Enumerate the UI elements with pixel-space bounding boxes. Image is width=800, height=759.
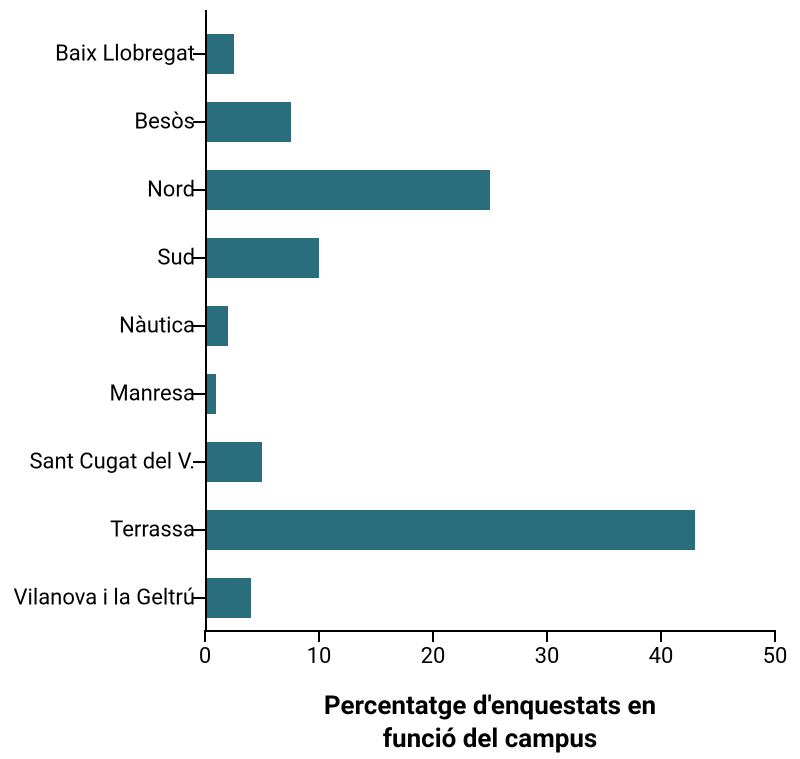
y-label: Sud (0, 246, 195, 271)
y-label: Vilanova i la Geltrú (0, 586, 195, 611)
bar (205, 510, 695, 550)
x-tick-label: 50 (763, 644, 788, 669)
x-tick (546, 630, 548, 642)
x-tick-label: 30 (535, 644, 560, 669)
y-axis-line (205, 10, 207, 632)
y-tick (193, 325, 205, 327)
y-tick (193, 121, 205, 123)
plot-area (205, 10, 775, 630)
bar (205, 34, 234, 74)
x-tick (204, 630, 206, 642)
x-tick (318, 630, 320, 642)
y-label: Besòs (0, 110, 195, 135)
x-axis: 0 10 20 30 40 50 (205, 630, 775, 670)
x-tick-label: 0 (199, 644, 211, 669)
bar (205, 306, 228, 346)
y-tick (193, 257, 205, 259)
y-label: Sant Cugat del V. (0, 450, 195, 475)
x-tick-label: 10 (307, 644, 332, 669)
x-tick-label: 40 (649, 644, 674, 669)
caption-line-1: Percentatge d'enquestats en (324, 691, 656, 721)
x-tick (432, 630, 434, 642)
caption-line-2: funció del campus (383, 724, 598, 754)
y-tick (193, 393, 205, 395)
x-tick (660, 630, 662, 642)
y-label: Baix Llobregat (0, 42, 195, 67)
y-label: Manresa (0, 382, 195, 407)
x-tick-label: 20 (421, 644, 446, 669)
y-tick (193, 597, 205, 599)
bar (205, 442, 262, 482)
x-tick (774, 630, 776, 642)
y-tick (193, 529, 205, 531)
y-axis-labels: Baix Llobregat Besòs Nord Sud Nàutica Ma… (0, 10, 195, 630)
chart-caption: Percentatge d'enquestats en funció del c… (205, 690, 775, 755)
y-tick (193, 53, 205, 55)
y-label: Nàutica (0, 314, 195, 339)
bar (205, 238, 319, 278)
bar (205, 578, 251, 618)
bar (205, 102, 291, 142)
chart-container: Baix Llobregat Besòs Nord Sud Nàutica Ma… (0, 0, 800, 759)
y-label: Terrassa (0, 518, 195, 543)
y-label: Nord (0, 178, 195, 203)
bar (205, 170, 490, 210)
y-tick (193, 189, 205, 191)
y-tick (193, 461, 205, 463)
